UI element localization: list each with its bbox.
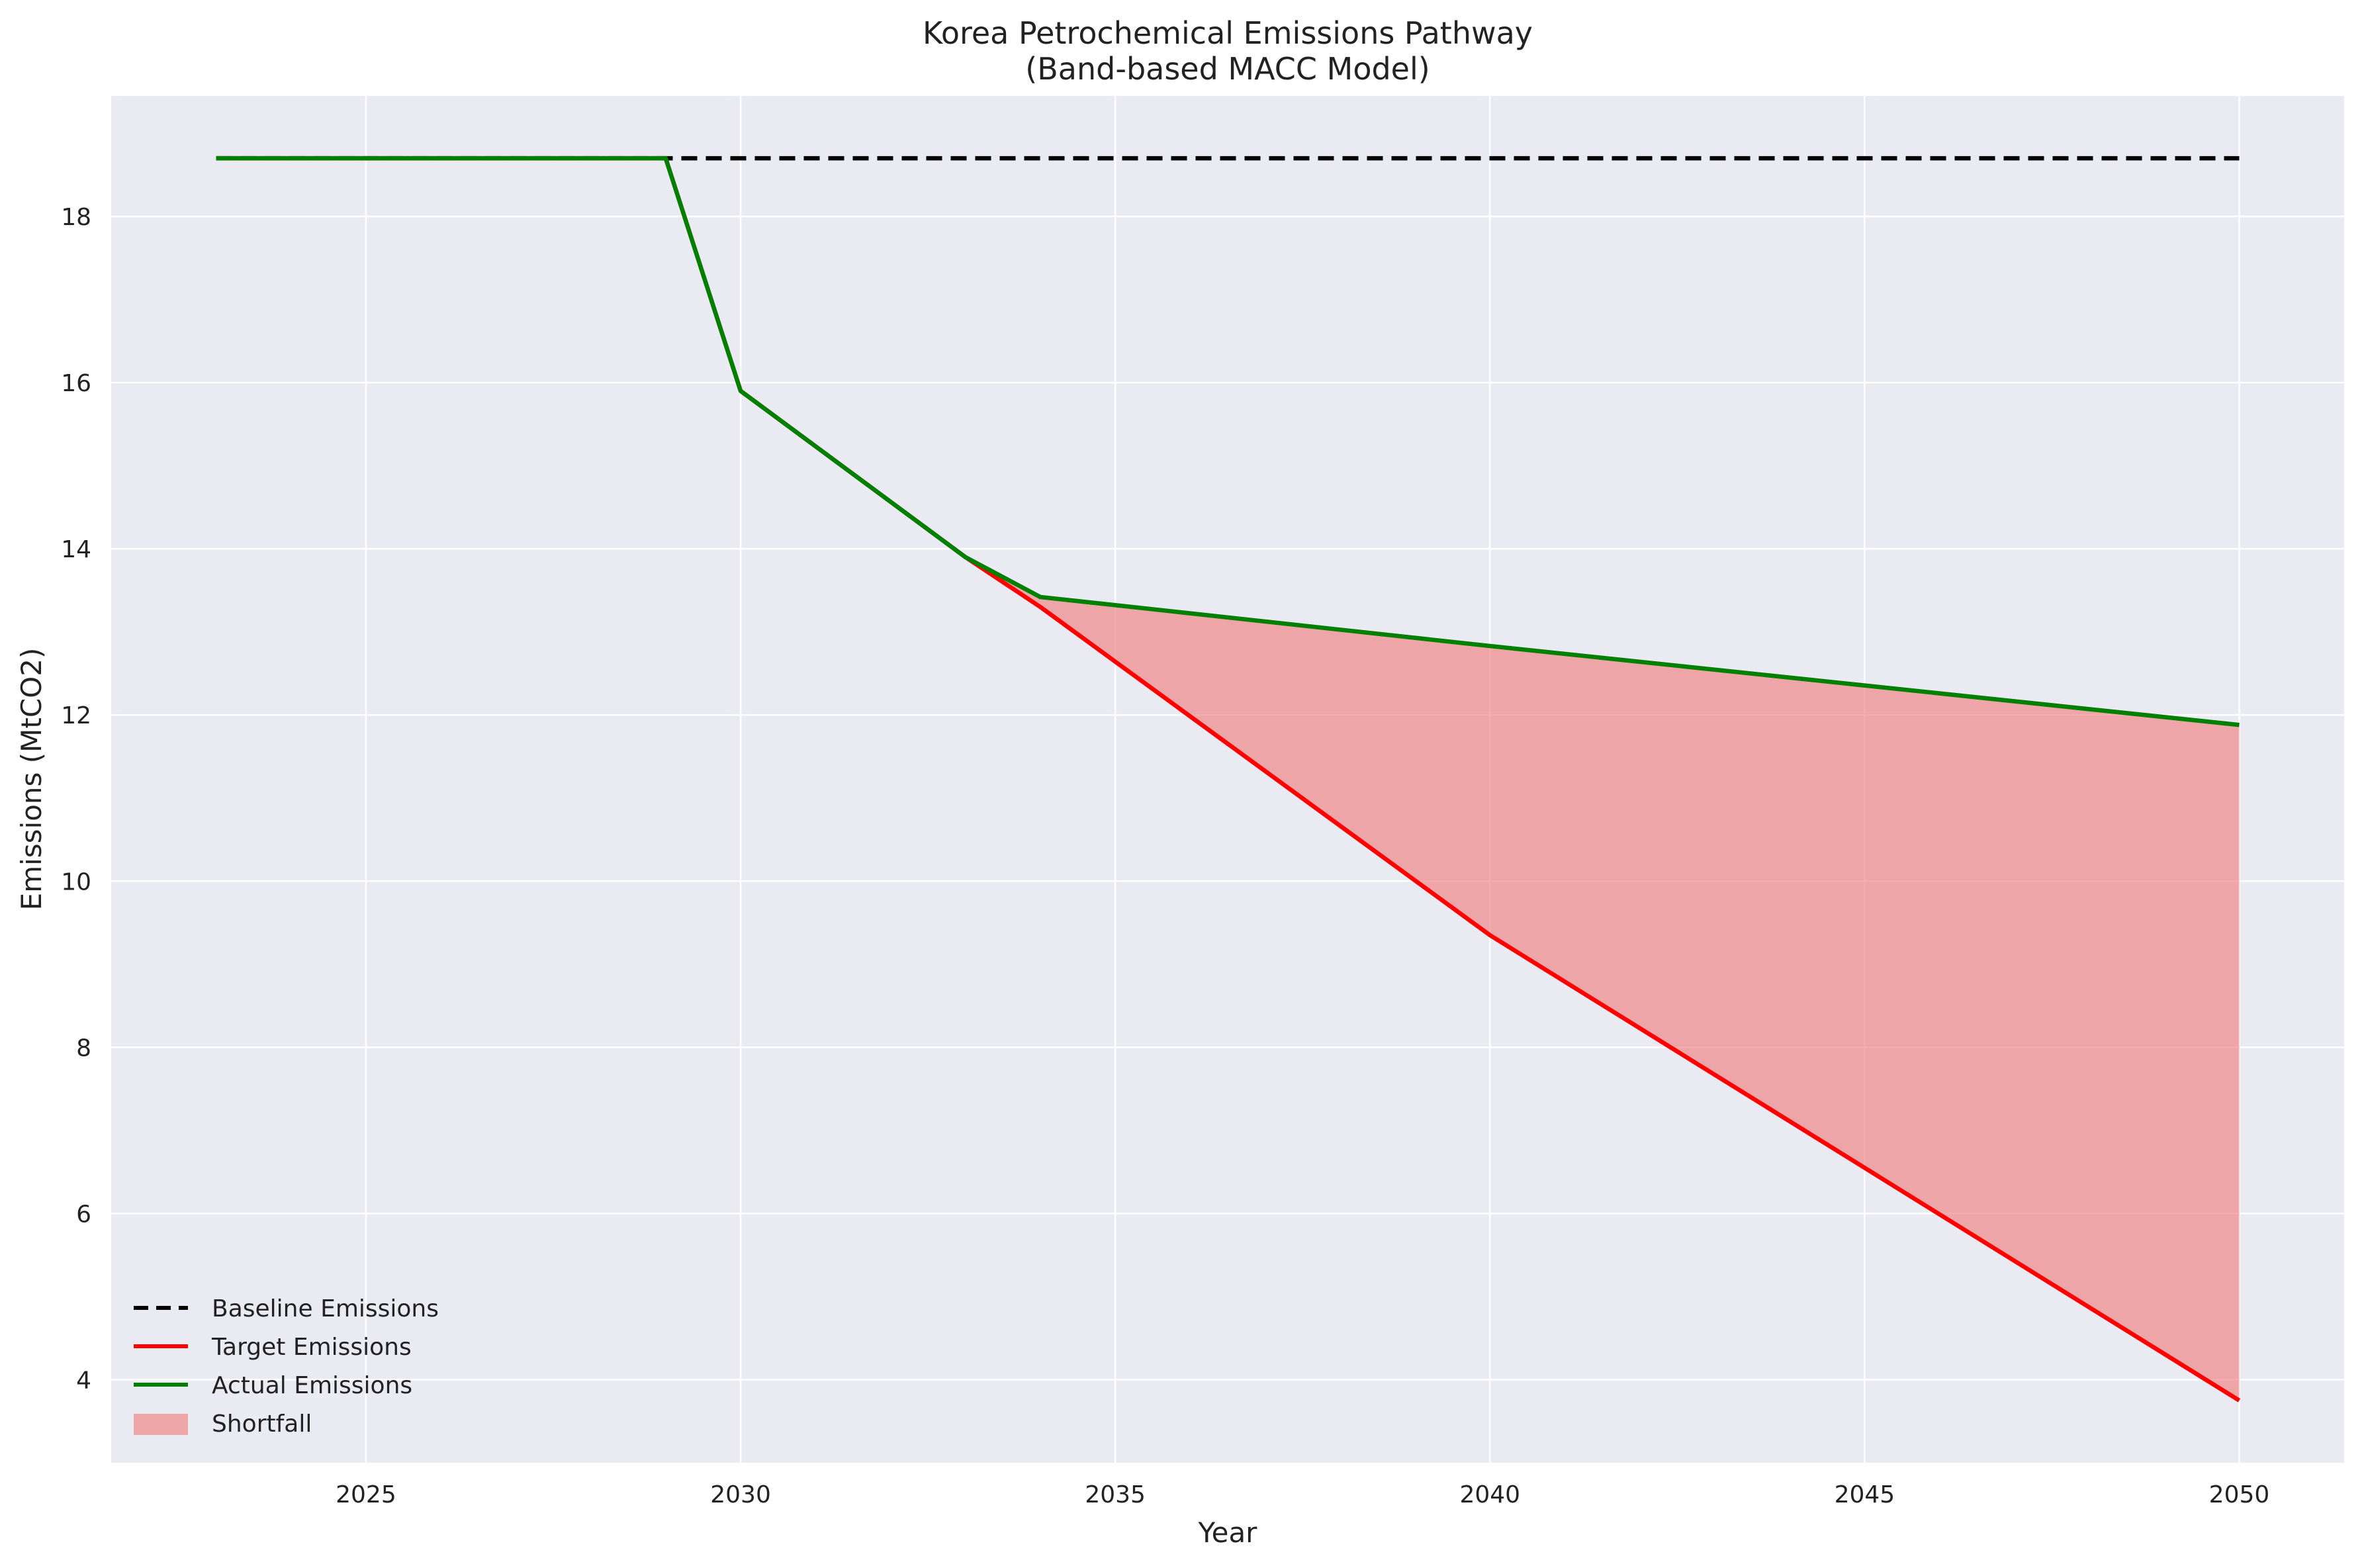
y-tick-label: 4 (76, 1367, 91, 1394)
legend-label-actual: Actual Emissions (212, 1372, 412, 1399)
legend-label-shortfall: Shortfall (212, 1410, 312, 1438)
chart-subtitle: (Band-based MACC Model) (1025, 51, 1430, 87)
x-tick-labels: 2025 2030 2035 2040 2045 2050 (336, 1481, 2269, 1508)
x-tick-label: 2025 (336, 1481, 396, 1508)
chart-title: Korea Petrochemical Emissions Pathway (923, 15, 1533, 51)
legend: Baseline Emissions Target Emissions Actu… (134, 1295, 439, 1438)
shortfall-area (216, 158, 2240, 1401)
y-tick-label: 18 (61, 204, 91, 231)
y-tick-label: 8 (76, 1035, 91, 1062)
actual-emissions-line (216, 156, 2240, 727)
y-tick-label: 12 (61, 702, 91, 729)
series-lines-layer (216, 156, 2241, 1403)
y-tick-label: 10 (61, 868, 91, 896)
y-tick-label: 14 (61, 536, 91, 563)
shortfall-area-layer (216, 158, 2240, 1401)
x-tick-label: 2030 (710, 1481, 771, 1508)
legend-label-baseline: Baseline Emissions (212, 1295, 439, 1322)
x-tick-label: 2045 (1835, 1481, 1895, 1508)
legend-swatch-shortfall (134, 1414, 188, 1435)
x-tick-label: 2040 (1459, 1481, 1520, 1508)
legend-label-target: Target Emissions (211, 1334, 412, 1361)
x-axis-label: Year (1198, 1516, 1258, 1549)
x-tick-label: 2035 (1085, 1481, 1146, 1508)
y-tick-label: 16 (61, 370, 91, 397)
y-axis-label: Emissions (MtCO2) (15, 648, 48, 911)
y-tick-label: 6 (76, 1201, 91, 1228)
x-tick-label: 2050 (2209, 1481, 2270, 1508)
y-tick-labels: 4 6 8 10 12 14 16 18 (61, 204, 91, 1394)
